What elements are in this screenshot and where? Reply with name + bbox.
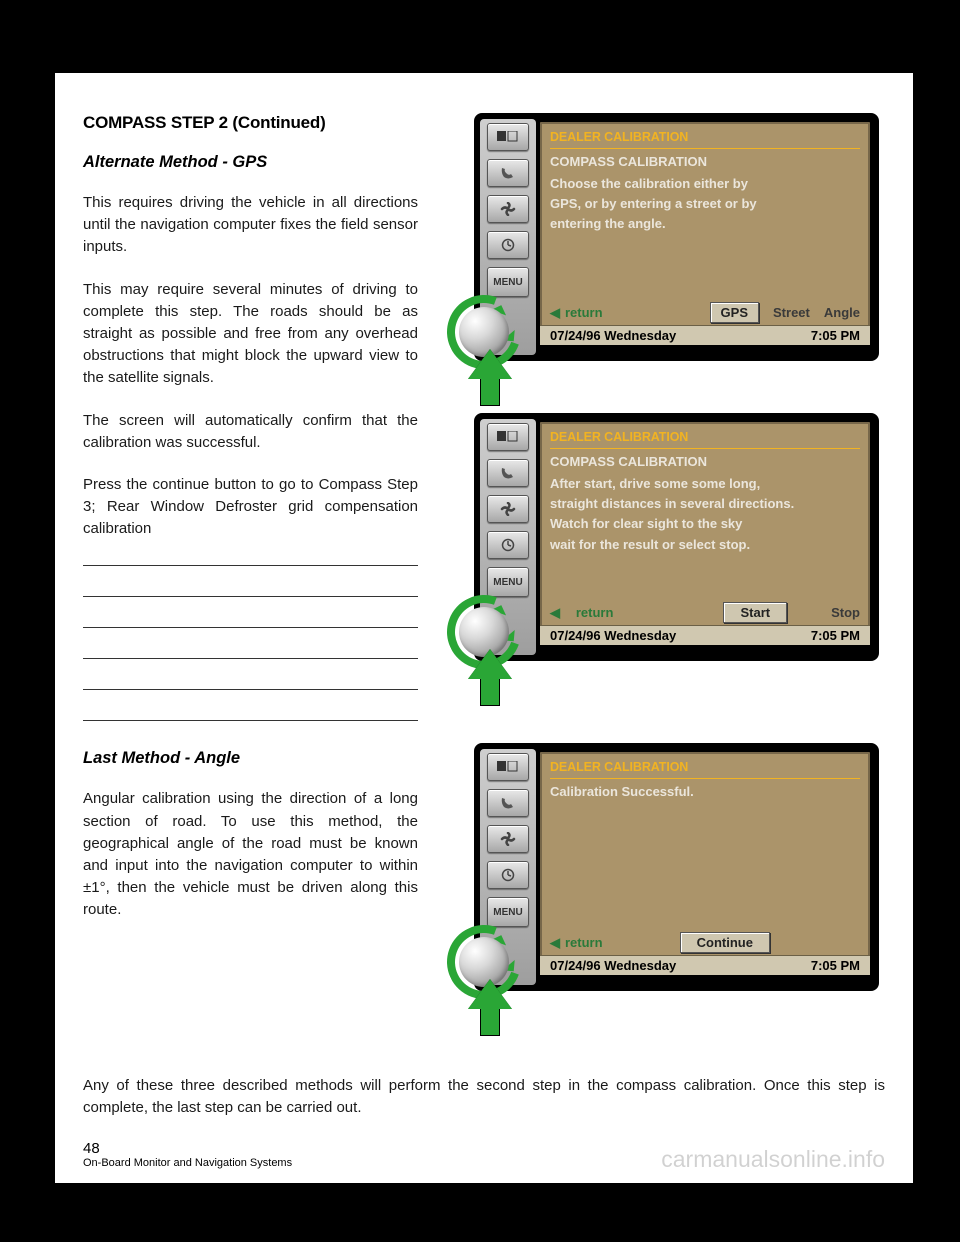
return-button[interactable]: ◀ return bbox=[550, 305, 603, 321]
screen-line: GPS, or by entering a street or by bbox=[550, 194, 860, 214]
status-time: 7:05 PM bbox=[811, 628, 860, 645]
screen-options: ◀ return Continue bbox=[550, 932, 860, 953]
screen-body: COMPASS CALIBRATION Choose the calibrati… bbox=[550, 152, 860, 235]
clock-icon[interactable] bbox=[487, 231, 529, 259]
paragraph-fullwidth: Any of these three described methods wil… bbox=[83, 1075, 885, 1119]
screen-options: ◀ return GPS Street Angle bbox=[550, 302, 860, 323]
window-icon[interactable] bbox=[487, 423, 529, 451]
screen-line: Watch for clear sight to the sky bbox=[550, 514, 860, 534]
nav-screen: DEALER CALIBRATION Calibration Successfu… bbox=[539, 751, 871, 976]
status-date: 07/24/96 Wednesday bbox=[550, 328, 676, 345]
screen-line: Choose the calibration either by bbox=[550, 174, 860, 194]
status-time: 7:05 PM bbox=[811, 958, 860, 975]
rotary-knob[interactable] bbox=[447, 295, 543, 413]
status-time: 7:05 PM bbox=[811, 328, 860, 345]
option-angle[interactable]: Angle bbox=[824, 305, 860, 320]
clock-icon[interactable] bbox=[487, 531, 529, 559]
screen-line: entering the angle. bbox=[550, 214, 860, 234]
fan-icon[interactable] bbox=[487, 495, 529, 523]
push-arrow-icon bbox=[468, 349, 512, 406]
nav-device-3: MENU DEALER CALIBRATION Calibration Succ… bbox=[441, 743, 879, 1001]
screen-caption: COMPASS CALIBRATION bbox=[550, 152, 860, 172]
fan-icon[interactable] bbox=[487, 825, 529, 853]
paragraph: This requires driving the vehicle in all… bbox=[83, 192, 418, 259]
return-label: return bbox=[576, 605, 614, 620]
return-label: return bbox=[565, 935, 603, 950]
screen-title: DEALER CALIBRATION bbox=[550, 130, 860, 149]
menu-button[interactable]: MENU bbox=[487, 267, 529, 297]
rotary-knob[interactable] bbox=[447, 595, 543, 713]
paragraph: Angular calibration using the direction … bbox=[83, 788, 418, 921]
subheading-gps: Alternate Method - GPS bbox=[83, 153, 418, 172]
status-bar: 07/24/96 Wednesday 7:05 PM bbox=[540, 955, 870, 975]
fan-icon[interactable] bbox=[487, 195, 529, 223]
content-area: COMPASS STEP 2 (Continued) Alternate Met… bbox=[83, 113, 885, 1153]
top-rule bbox=[55, 59, 913, 65]
push-arrow-icon bbox=[468, 979, 512, 1036]
return-label: return bbox=[565, 305, 603, 320]
option-gps[interactable]: GPS bbox=[710, 302, 759, 323]
phone-icon[interactable] bbox=[487, 789, 529, 817]
subheading-angle: Last Method - Angle bbox=[83, 749, 418, 768]
screen-line: Calibration Successful. bbox=[550, 782, 860, 802]
page-footer-title: On-Board Monitor and Navigation Systems bbox=[83, 1157, 292, 1169]
screen-body: Calibration Successful. bbox=[550, 782, 860, 802]
status-bar: 07/24/96 Wednesday 7:05 PM bbox=[540, 625, 870, 645]
menu-button[interactable]: MENU bbox=[487, 897, 529, 927]
device-side-buttons: MENU bbox=[487, 753, 529, 927]
menu-button[interactable]: MENU bbox=[487, 567, 529, 597]
option-start[interactable]: Start bbox=[723, 602, 787, 623]
screen-title: DEALER CALIBRATION bbox=[550, 760, 860, 779]
paragraph: Press the continue button to go to Compa… bbox=[83, 474, 418, 541]
screen-caption: COMPASS CALIBRATION bbox=[550, 452, 860, 472]
screen-line: wait for the result or select stop. bbox=[550, 535, 860, 555]
status-date: 07/24/96 Wednesday bbox=[550, 628, 676, 645]
device-side-buttons: MENU bbox=[487, 423, 529, 597]
phone-icon[interactable] bbox=[487, 459, 529, 487]
screen-line: After start, drive some some long, bbox=[550, 474, 860, 494]
window-icon[interactable] bbox=[487, 753, 529, 781]
status-date: 07/24/96 Wednesday bbox=[550, 958, 676, 975]
option-stop[interactable]: Stop bbox=[831, 605, 860, 620]
push-arrow-icon bbox=[468, 649, 512, 706]
option-street[interactable]: Street bbox=[773, 305, 810, 320]
screen-body: COMPASS CALIBRATION After start, drive s… bbox=[550, 452, 860, 555]
section-heading: COMPASS STEP 2 (Continued) bbox=[83, 113, 418, 133]
phone-icon[interactable] bbox=[487, 159, 529, 187]
window-icon[interactable] bbox=[487, 123, 529, 151]
nav-device-1: MENU DEALER CALIBRATION COMPASS CALIBRAT… bbox=[441, 113, 879, 371]
option-continue[interactable]: Continue bbox=[680, 932, 770, 953]
page: COMPASS STEP 2 (Continued) Alternate Met… bbox=[55, 73, 913, 1183]
device-side-buttons: MENU bbox=[487, 123, 529, 297]
status-bar: 07/24/96 Wednesday 7:05 PM bbox=[540, 325, 870, 345]
left-column: COMPASS STEP 2 (Continued) Alternate Met… bbox=[83, 113, 418, 942]
return-button[interactable]: ◀ return bbox=[550, 935, 603, 951]
screen-title: DEALER CALIBRATION bbox=[550, 430, 860, 449]
return-button[interactable]: ◀ return bbox=[550, 605, 613, 621]
nav-screen: DEALER CALIBRATION COMPASS CALIBRATION C… bbox=[539, 121, 871, 346]
paragraph: The screen will automatically confirm th… bbox=[83, 410, 418, 454]
rotary-knob[interactable] bbox=[447, 925, 543, 1043]
watermark: carmanualsonline.info bbox=[661, 1146, 885, 1173]
clock-icon[interactable] bbox=[487, 861, 529, 889]
paragraph: This may require several minutes of driv… bbox=[83, 279, 418, 390]
nav-screen: DEALER CALIBRATION COMPASS CALIBRATION A… bbox=[539, 421, 871, 646]
nav-device-2: MENU DEALER CALIBRATION COMPASS CALIBRAT… bbox=[441, 413, 879, 671]
note-lines bbox=[83, 565, 418, 721]
page-number: 48 bbox=[83, 1140, 292, 1157]
screen-options: ◀ return Start Stop bbox=[550, 602, 860, 623]
page-footer: 48 On-Board Monitor and Navigation Syste… bbox=[83, 1140, 292, 1169]
screen-line: straight distances in several directions… bbox=[550, 494, 860, 514]
